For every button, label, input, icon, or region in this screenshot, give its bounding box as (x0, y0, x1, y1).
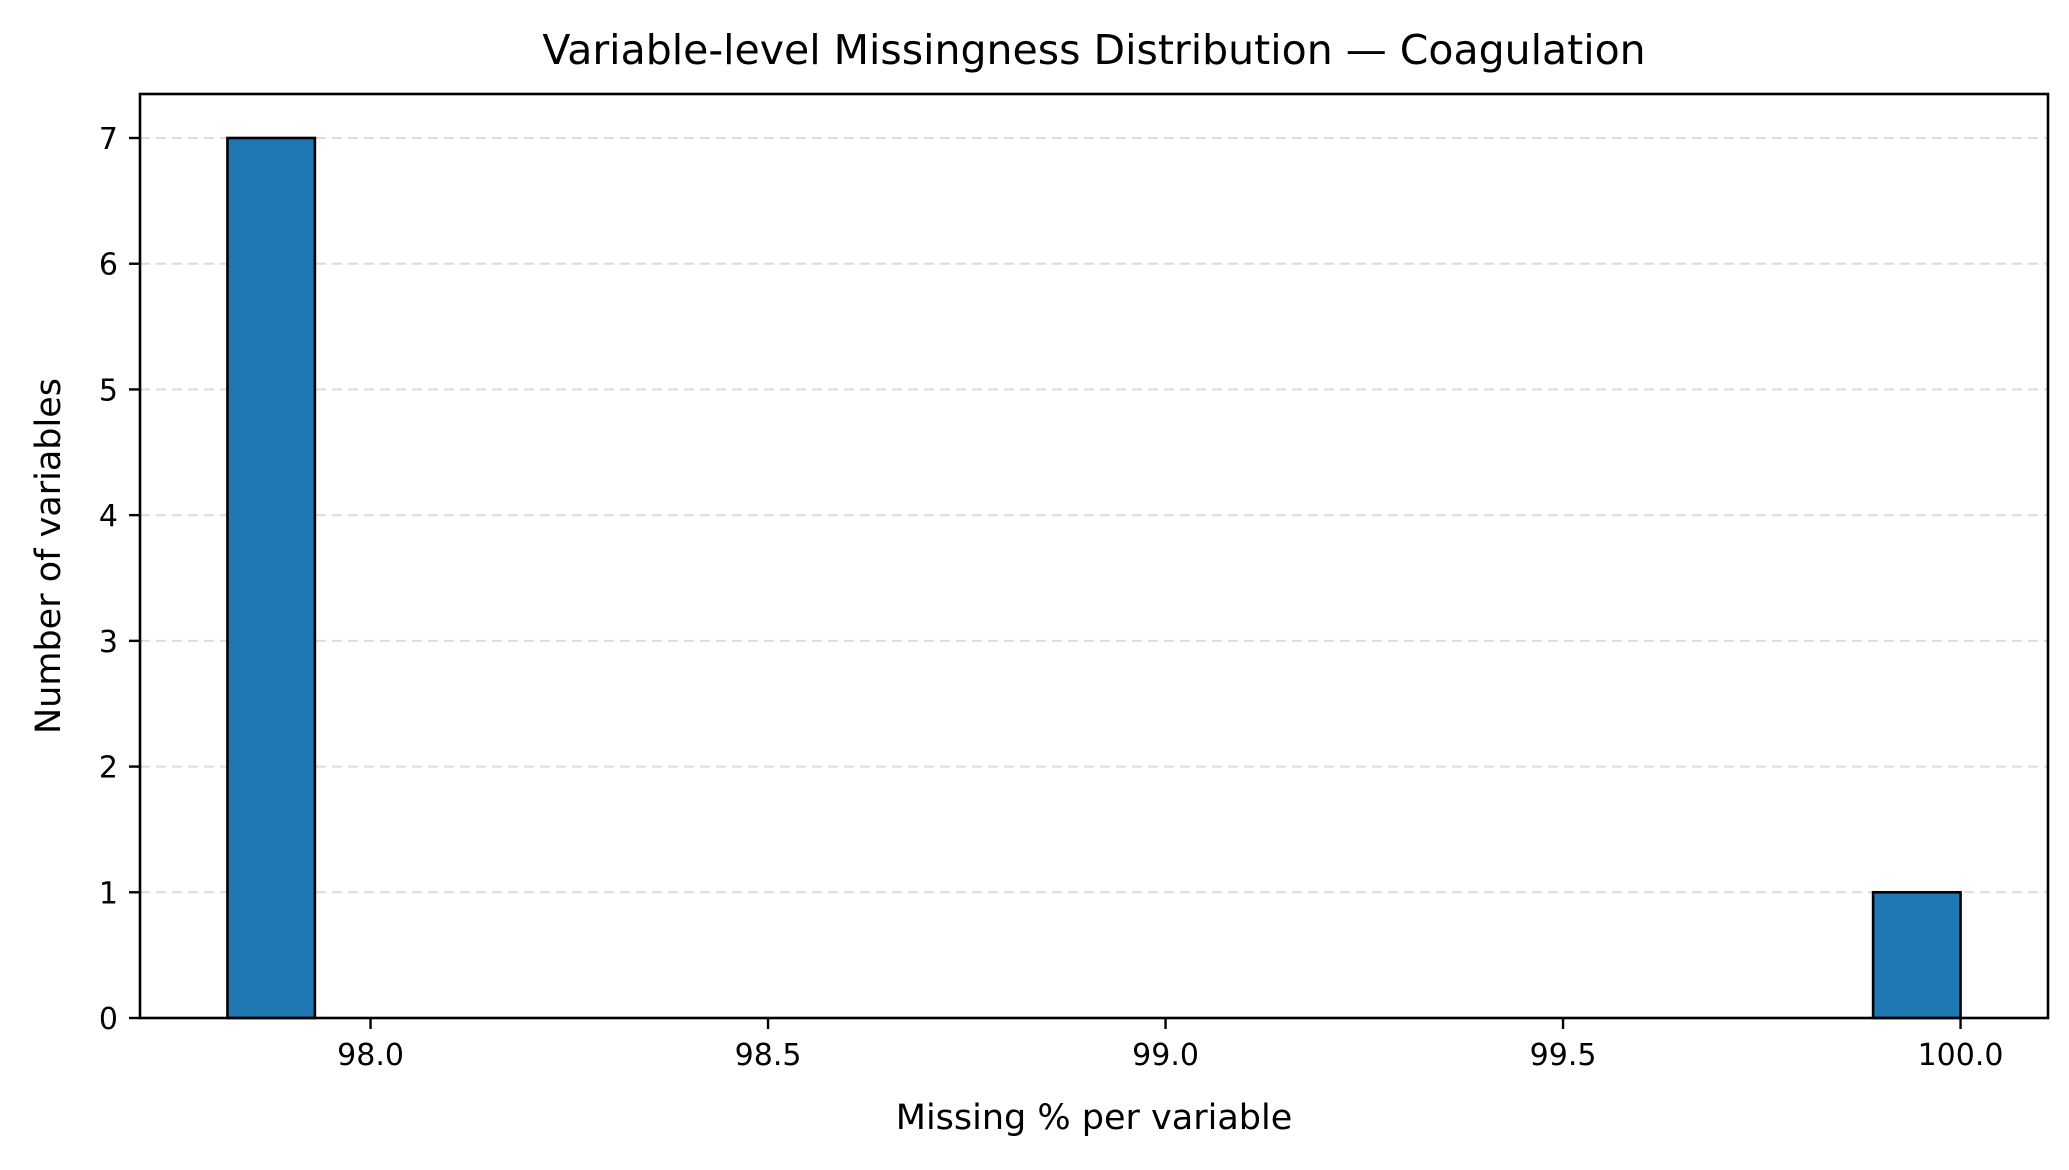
x-tick-label-1: 98.5 (735, 1038, 802, 1073)
y-axis-label: Number of variables (29, 378, 69, 734)
histogram-bar-1 (1871, 890, 1962, 1020)
grid-layer (140, 137, 2048, 894)
y-tick-label-1: 1 (99, 876, 118, 911)
x-tick-label-4: 100.0 (1918, 1038, 2004, 1073)
y-tick-label-4: 4 (99, 499, 118, 534)
y-ticks-layer: 0 1 2 3 4 5 6 7 (99, 122, 140, 1037)
y-tick-label-3: 3 (99, 625, 118, 660)
y-tick-label-2: 2 (99, 751, 118, 786)
y-tick-label-5: 5 (99, 373, 118, 408)
x-tick-label-3: 99.5 (1530, 1038, 1597, 1073)
histogram-bar-0 (226, 136, 317, 1020)
y-tick-label-6: 6 (99, 248, 118, 283)
chart-title: Variable-level Missingness Distribution … (542, 26, 1645, 74)
plot-frame (138, 92, 2050, 1020)
x-axis-label: Missing % per variable (896, 1098, 1292, 1138)
y-tick-label-0: 0 (99, 1002, 118, 1037)
bars-layer (226, 136, 1962, 1020)
x-tick-label-2: 99.0 (1132, 1038, 1199, 1073)
x-tick-label-0: 98.0 (337, 1038, 404, 1073)
x-ticks-layer: 98.0 98.5 99.0 99.5 100.0 (337, 1018, 2003, 1073)
y-tick-label-7: 7 (99, 122, 118, 157)
